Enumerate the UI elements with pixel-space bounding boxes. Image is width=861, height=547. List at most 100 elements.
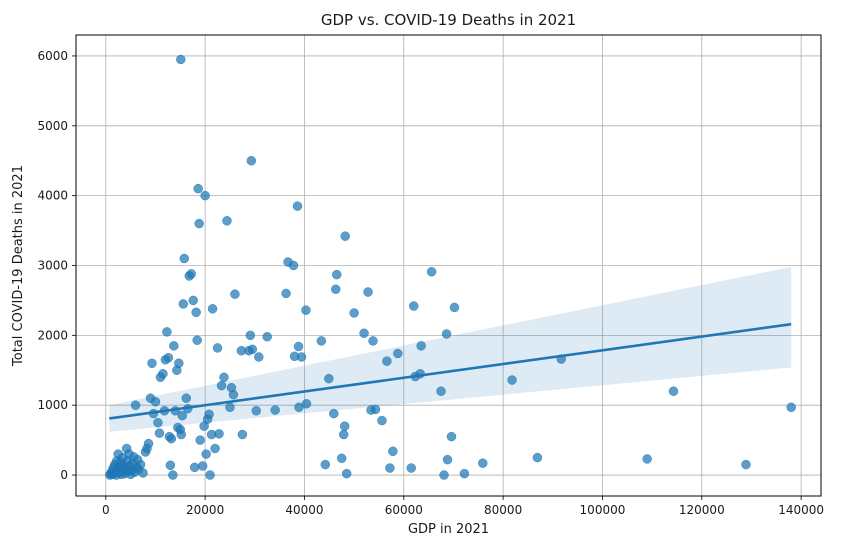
data-point (193, 183, 203, 194)
data-point (176, 429, 187, 440)
data-point (436, 386, 446, 396)
x-tick-label: 100000 (580, 503, 626, 517)
data-point (222, 216, 232, 226)
x-tick-label: 140000 (778, 503, 824, 517)
data-point (186, 269, 196, 279)
data-point (293, 341, 304, 352)
data-point (200, 190, 210, 201)
y-tick-label: 4000 (37, 189, 68, 203)
y-tick-label: 0 (60, 468, 68, 482)
data-point (246, 155, 257, 166)
data-point (138, 468, 148, 478)
y-tick-label: 6000 (37, 49, 68, 63)
data-point (228, 389, 239, 400)
data-point (406, 463, 416, 473)
data-point (174, 358, 184, 369)
data-point (439, 470, 449, 480)
data-point (301, 399, 312, 409)
data-point (382, 356, 392, 366)
data-point (194, 218, 204, 229)
data-point (741, 459, 751, 470)
data-point (324, 373, 334, 384)
data-point (262, 331, 272, 342)
data-point (338, 429, 349, 440)
data-point (150, 396, 161, 407)
data-point (188, 295, 198, 306)
x-tick-label: 40000 (285, 503, 323, 517)
grid-lines (76, 35, 821, 496)
data-point (449, 302, 460, 313)
data-point (370, 404, 381, 415)
x-tick-label: 20000 (186, 503, 224, 517)
y-tick-label: 5000 (37, 119, 68, 133)
x-tick-label: 0 (102, 503, 110, 517)
data-point (153, 417, 163, 428)
data-point (230, 289, 240, 299)
x-axis-label: GDP in 2021 (408, 522, 489, 537)
data-point (331, 284, 341, 294)
data-point (341, 468, 352, 479)
data-point (197, 461, 208, 471)
data-points (105, 54, 796, 480)
data-point (207, 304, 218, 314)
data-point (192, 335, 202, 345)
data-point (195, 435, 205, 445)
data-point (349, 308, 359, 318)
confidence-band (109, 266, 792, 432)
data-point (154, 428, 165, 438)
y-axis-label: Total COVID-19 Deaths in 2021 (11, 165, 26, 367)
regression-line-group (109, 322, 792, 420)
data-point (408, 301, 419, 311)
x-tick-label: 120000 (679, 503, 725, 517)
data-point (189, 462, 200, 473)
data-point (212, 343, 223, 353)
data-point (254, 352, 264, 362)
data-point (181, 393, 192, 403)
data-point (363, 287, 373, 297)
data-point (147, 358, 157, 369)
y-tick-label: 1000 (37, 398, 68, 412)
data-point (359, 328, 369, 339)
data-point (316, 336, 327, 346)
y-axis-ticks: 0 1000 2000 3000 4000 5000 6000 (37, 49, 76, 482)
data-point (507, 375, 517, 385)
data-point (270, 405, 280, 415)
data-point (158, 369, 168, 379)
data-point (191, 307, 201, 318)
chart-title: GDP vs. COVID-19 Deaths in 2021 (321, 11, 576, 29)
data-point (163, 352, 174, 363)
data-point (441, 329, 452, 339)
x-axis-ticks: 0 20000 40000 60000 80000 100000 120000 140000 (102, 496, 824, 517)
data-point (237, 429, 248, 440)
data-point (281, 288, 291, 299)
data-point (204, 409, 214, 420)
data-point (786, 402, 796, 413)
data-point (459, 468, 470, 479)
data-point (385, 463, 395, 473)
data-point (176, 54, 186, 65)
confidence-band-group (109, 266, 792, 432)
regression-line (109, 322, 792, 420)
data-point (177, 410, 188, 421)
data-point (388, 446, 398, 457)
data-point (320, 459, 331, 470)
data-point (169, 341, 179, 351)
data-point (339, 421, 350, 431)
x-tick-label: 60000 (385, 503, 423, 517)
data-point (336, 453, 347, 464)
data-point (478, 458, 488, 468)
data-point (251, 406, 262, 416)
data-point (642, 454, 652, 464)
data-point (377, 415, 387, 426)
x-tick-label: 80000 (484, 503, 522, 517)
data-point (340, 231, 350, 241)
data-point (162, 327, 172, 337)
data-point (442, 454, 453, 465)
data-point (296, 352, 307, 362)
data-point (225, 402, 235, 413)
data-point (245, 330, 256, 341)
data-point (219, 372, 229, 383)
data-point (446, 431, 457, 442)
data-point (166, 433, 177, 444)
data-point (178, 299, 189, 309)
